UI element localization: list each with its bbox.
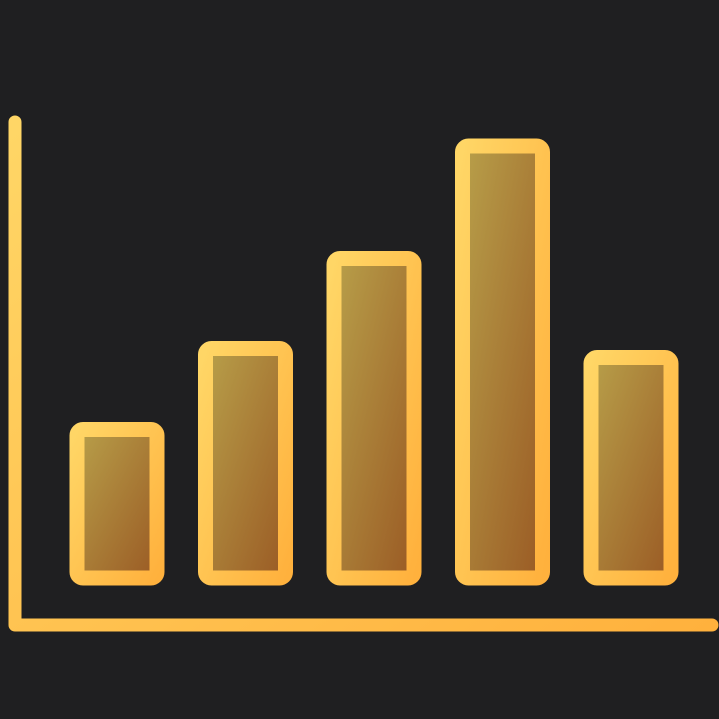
bar-5 <box>583 350 679 586</box>
bar-4 <box>455 138 550 586</box>
bar-1 <box>69 422 165 586</box>
bar-3 <box>326 251 422 586</box>
axes-line <box>8 115 719 632</box>
bars-group <box>69 138 679 586</box>
bar-2 <box>198 341 293 586</box>
